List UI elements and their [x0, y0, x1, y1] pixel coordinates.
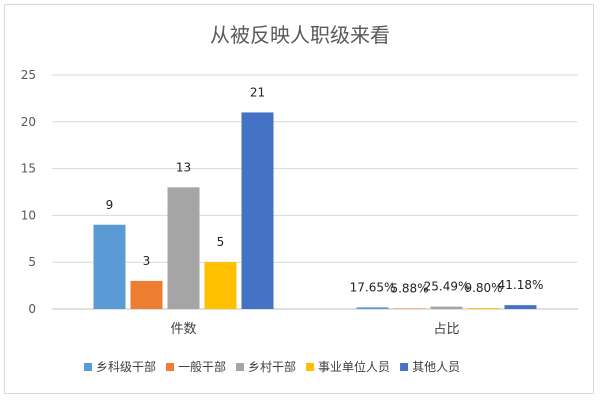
y-tick-label: 10 — [21, 208, 36, 222]
legend-swatch — [400, 363, 409, 371]
bar — [430, 306, 463, 309]
y-tick-label: 15 — [21, 162, 36, 176]
bar — [356, 307, 389, 309]
bar — [167, 187, 200, 309]
bar — [467, 308, 500, 309]
bar — [504, 305, 537, 309]
legend-label: 乡科级干部 — [96, 359, 156, 374]
bar — [204, 262, 237, 309]
chart-title: 从被反映人职级来看 — [210, 23, 390, 47]
bars — [93, 112, 537, 309]
bar — [93, 224, 126, 309]
data-label: 13 — [176, 160, 191, 174]
legend-label: 其他人员 — [412, 360, 460, 374]
data-label: 5 — [217, 235, 225, 249]
legend-swatch — [166, 363, 175, 371]
bar — [393, 308, 426, 309]
y-tick-label: 5 — [28, 255, 36, 269]
data-label: 25.49% — [424, 280, 470, 294]
y-axis-ticks: 0 5 10 15 20 25 — [21, 68, 36, 316]
bar — [130, 280, 163, 309]
legend-label: 事业单位人员 — [318, 359, 390, 374]
y-tick-label: 25 — [21, 68, 36, 82]
data-label: 9 — [106, 198, 114, 212]
legend-swatch — [236, 363, 245, 371]
grid-lines — [52, 74, 578, 310]
data-label: 9.80% — [464, 281, 502, 295]
bar — [241, 112, 274, 309]
legend: 乡科级干部 一般干部 乡村干部 事业单位人员 其他人员 — [84, 359, 460, 374]
y-tick-label: 0 — [28, 302, 36, 316]
chart-frame — [4, 4, 594, 394]
category-label: 占比 — [433, 322, 459, 337]
data-label: 17.65% — [350, 280, 396, 294]
category-label: 件数 — [170, 322, 196, 337]
legend-swatch — [306, 363, 315, 371]
legend-swatch — [84, 363, 92, 371]
legend-label: 乡村干部 — [248, 359, 296, 374]
category-labels: 件数 占比 — [170, 322, 459, 337]
data-label: 41.18% — [498, 278, 544, 292]
data-label: 21 — [250, 85, 265, 99]
y-tick-label: 20 — [21, 115, 36, 129]
data-label: 5.88% — [390, 281, 428, 295]
legend-label: 一般干部 — [178, 359, 226, 374]
data-label: 3 — [143, 254, 151, 268]
data-labels: 9 3 13 5 21 17.65%5.88%25.49%9.80%41.18% — [106, 85, 544, 295]
